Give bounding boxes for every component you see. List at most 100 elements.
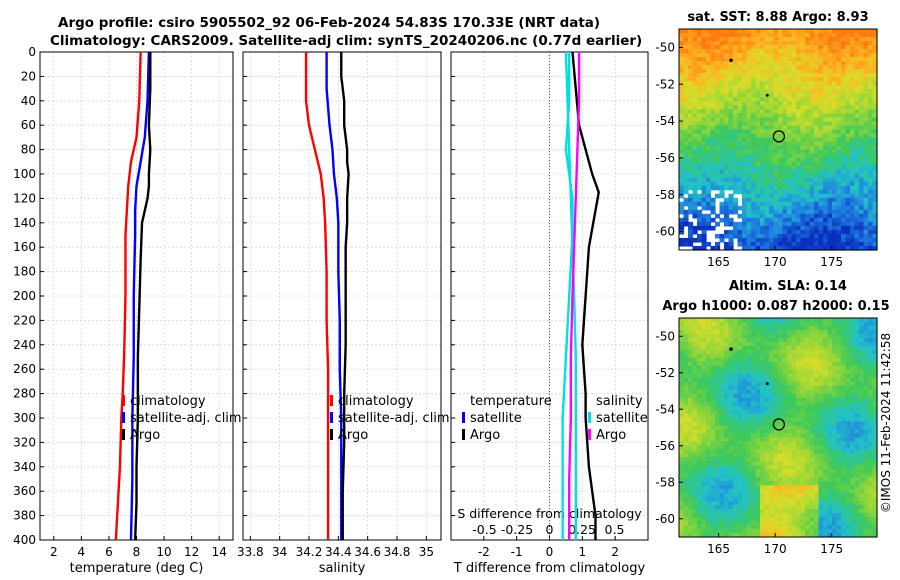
- map-cell: [841, 318, 847, 323]
- map-cell: [823, 385, 829, 391]
- map-cell: [746, 321, 752, 327]
- map-cell: [782, 401, 788, 407]
- map-cell: [679, 513, 685, 518]
- map-cell: [701, 169, 707, 175]
- map-cell: [778, 133, 784, 139]
- map-cell: [823, 69, 829, 74]
- map-cell: [863, 437, 869, 443]
- map-cell: [782, 525, 788, 530]
- map-cell: [710, 149, 716, 155]
- map-cell: [728, 465, 734, 470]
- map-cell: [728, 461, 734, 466]
- map-cell: [679, 473, 685, 478]
- map-cell: [796, 69, 802, 74]
- map-cell: [692, 405, 698, 411]
- map-cell: [845, 85, 851, 90]
- map-cell: [791, 81, 797, 86]
- map-cell: [737, 169, 743, 175]
- map-cell: [787, 129, 793, 135]
- map-cell: [751, 97, 757, 102]
- map-cell: [796, 361, 802, 367]
- map-cell: [805, 77, 811, 82]
- map-cell: [814, 121, 820, 127]
- map-cell: [836, 37, 842, 42]
- map-cell: [868, 53, 874, 58]
- map-cell: [733, 161, 739, 167]
- map-cell: [859, 341, 865, 347]
- map-cell: [692, 161, 698, 167]
- map-cell: [778, 397, 784, 403]
- map-cell: [836, 101, 842, 106]
- map-cell: [724, 113, 730, 118]
- map-cell: [809, 173, 815, 179]
- map-cell: [782, 237, 788, 243]
- map-cell: [854, 129, 860, 135]
- map-cell: [814, 137, 820, 143]
- map-cell: [710, 353, 716, 359]
- map-cell: [742, 425, 748, 431]
- map-cell: [683, 493, 689, 498]
- map-cell: [728, 333, 734, 339]
- map-cell: [715, 61, 721, 66]
- map-cell: [742, 197, 748, 203]
- map-cell: [832, 453, 838, 458]
- map-cell: [778, 389, 784, 395]
- map-cell: [814, 201, 820, 207]
- map-cell: [791, 141, 797, 147]
- map-cell: [868, 457, 874, 462]
- map-cell: [787, 377, 793, 383]
- map-cell: [764, 97, 770, 102]
- map-cell: [845, 397, 851, 403]
- map-cell: [872, 185, 878, 191]
- map-cell: [733, 481, 739, 486]
- map-cell: [755, 89, 761, 94]
- map-cell: [706, 453, 712, 458]
- map-cell: [742, 353, 748, 359]
- map-cell: [715, 529, 721, 534]
- map-cell: [760, 449, 766, 454]
- map-cell: [778, 497, 784, 502]
- map-cell: [859, 225, 865, 231]
- map-cell: [683, 489, 689, 494]
- map-cell: [746, 93, 752, 98]
- map-cell: [773, 233, 779, 239]
- map-cell: [809, 341, 815, 347]
- map-cell: [755, 485, 761, 490]
- map-cell: [710, 413, 716, 419]
- map-cell: [832, 97, 838, 102]
- map-cell: [688, 373, 694, 379]
- map-cell: [701, 397, 707, 403]
- map-cell: [868, 501, 874, 506]
- map-cell: [823, 193, 829, 199]
- map-cell: [769, 117, 775, 123]
- map-cell: [746, 489, 752, 494]
- map-cell: [728, 101, 734, 106]
- map-cell: [764, 345, 770, 351]
- map-cell: [787, 489, 793, 494]
- map-cell: [823, 213, 829, 219]
- map-cell: [832, 185, 838, 191]
- map-cell: [755, 217, 761, 223]
- map-cell: [854, 453, 860, 458]
- map-cell: [787, 97, 793, 102]
- map-cell: [791, 509, 797, 514]
- map-cell: [706, 29, 712, 34]
- map-cell: [697, 413, 703, 419]
- map-cell: [737, 477, 743, 482]
- map-cell: [679, 449, 685, 454]
- map-cell: [733, 421, 739, 427]
- map-cell: [863, 369, 869, 375]
- map-cell: [823, 121, 829, 127]
- map-cell: [863, 485, 869, 490]
- map-cell: [814, 401, 820, 407]
- map-cell: [764, 205, 770, 211]
- map-cell: [706, 149, 712, 155]
- map-cell: [769, 185, 775, 191]
- map-cell: [715, 469, 721, 474]
- map-cell: [769, 517, 775, 522]
- map-cell: [796, 197, 802, 203]
- map-cell: [854, 141, 860, 147]
- map-cell: [733, 485, 739, 490]
- map-cell: [742, 201, 748, 207]
- map-cell: [823, 377, 829, 383]
